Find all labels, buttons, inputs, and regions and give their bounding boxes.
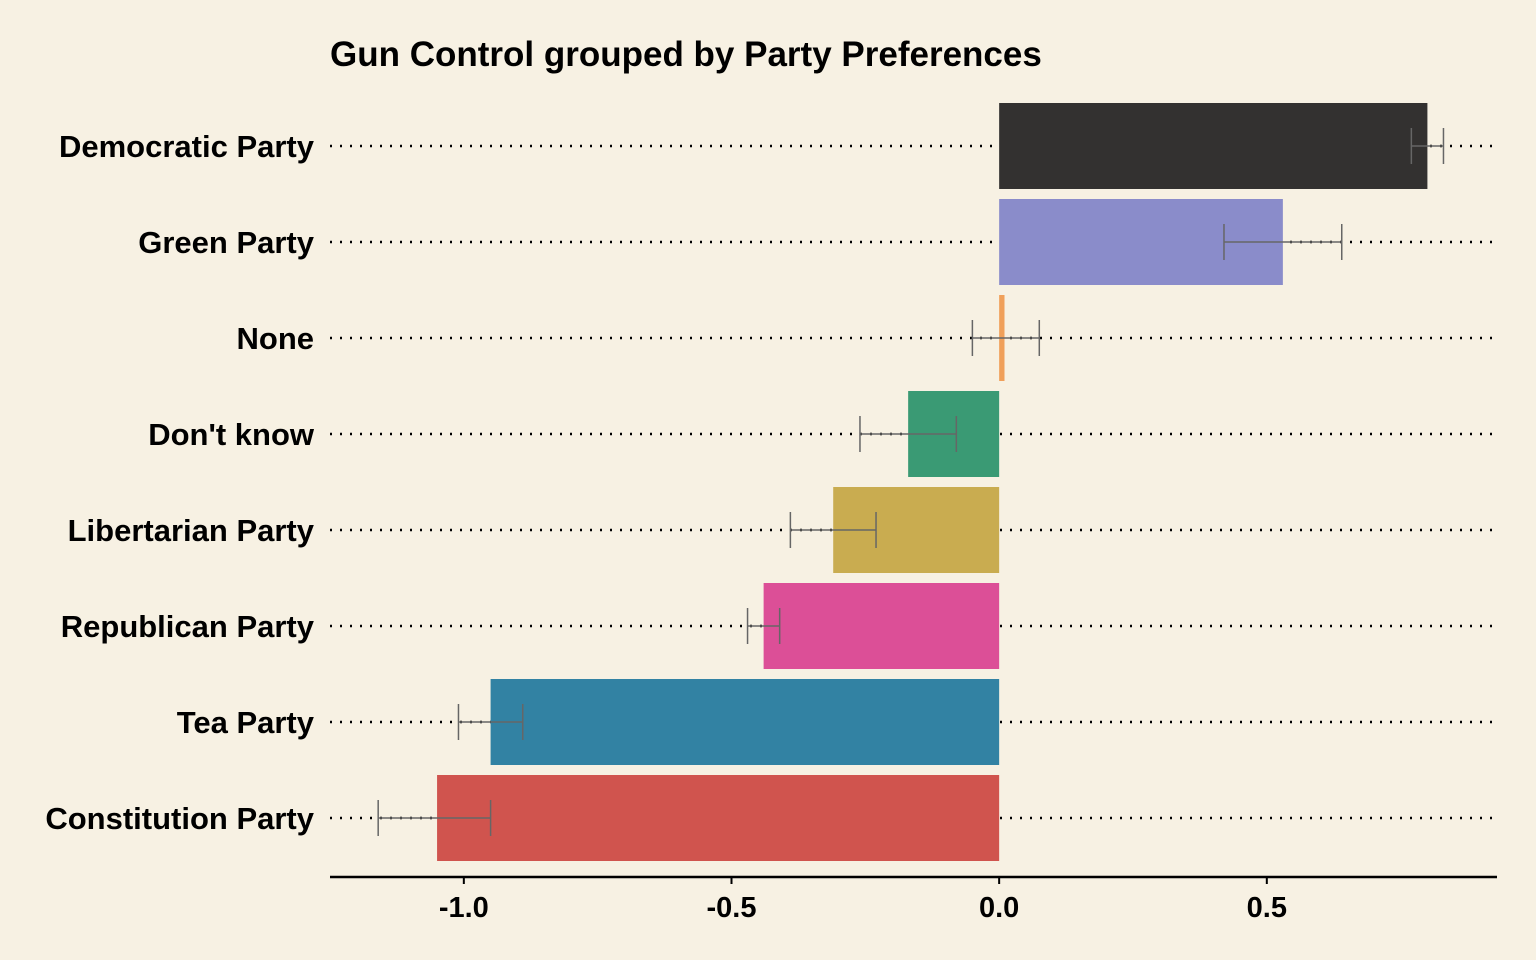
bars <box>437 103 1428 861</box>
error-bar-none <box>971 320 1041 356</box>
bar-republican-party <box>763 583 1000 669</box>
x-tick-label-0: -1.0 <box>439 892 489 924</box>
bar-tea-party <box>490 679 1000 765</box>
x-tick-label-1: -0.5 <box>706 892 756 924</box>
category-label-don-t-know: Don't know <box>148 417 315 452</box>
category-label-none: None <box>237 321 315 356</box>
category-label-democratic-party: Democratic Party <box>59 129 315 164</box>
x-axis: -1.0 -0.5 0.0 0.5 <box>330 875 1497 924</box>
error-bar-libertarian-party <box>789 512 877 548</box>
error-bar-constitution-party <box>377 800 492 836</box>
category-label-tea-party: Tea Party <box>177 705 315 740</box>
bar-democratic-party <box>999 103 1428 189</box>
error-bars <box>377 128 1445 836</box>
bar-constitution-party <box>437 775 1000 861</box>
category-label-green-party: Green Party <box>138 225 315 260</box>
error-bar-democratic-party <box>1410 128 1445 164</box>
x-tick-label-3: 0.5 <box>1247 892 1287 924</box>
error-bar-green-party <box>1223 224 1343 260</box>
category-label-libertarian-party: Libertarian Party <box>68 513 315 548</box>
category-label-republican-party: Republican Party <box>61 609 315 644</box>
x-tick-label-2: 0.0 <box>979 892 1019 924</box>
error-bar-republican-party <box>746 608 781 644</box>
error-bar-tea-party <box>457 704 524 740</box>
error-bar-don-t-know <box>859 416 958 452</box>
category-label-constitution-party: Constitution Party <box>45 801 314 836</box>
chart-title: Gun Control grouped by Party Preferences <box>330 35 1042 74</box>
category-labels: Democratic Party Green Party None Don't kno… <box>45 129 315 836</box>
